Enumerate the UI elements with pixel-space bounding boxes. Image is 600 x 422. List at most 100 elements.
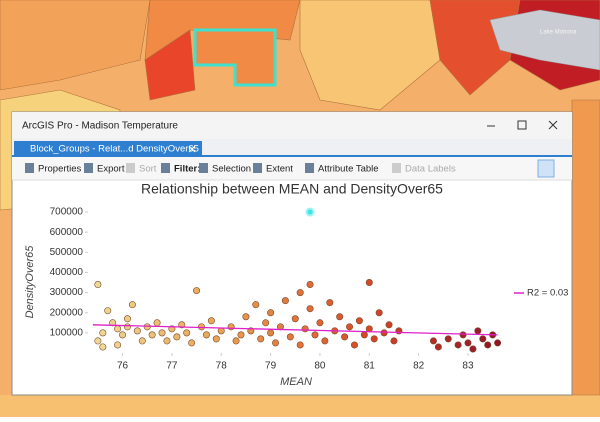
point[interactable]: [207, 317, 215, 325]
point[interactable]: [469, 345, 477, 353]
point[interactable]: [296, 341, 304, 349]
point[interactable]: [390, 337, 398, 345]
point[interactable]: [267, 309, 275, 317]
point[interactable]: [434, 343, 442, 351]
point[interactable]: [281, 297, 289, 305]
x-tick-label: 77: [166, 361, 178, 372]
toolbar-icon[interactable]: [305, 163, 314, 173]
toolbar-icon[interactable]: [161, 163, 170, 173]
toolbar-icon[interactable]: [126, 163, 135, 173]
toolbar-button[interactable]: Data Labels: [405, 164, 456, 175]
point[interactable]: [301, 325, 309, 333]
toolbar-button[interactable]: Extent: [266, 164, 293, 175]
toolbar-button[interactable]: Sort: [139, 164, 157, 175]
point[interactable]: [99, 329, 107, 337]
point[interactable]: [252, 301, 260, 309]
point[interactable]: [123, 315, 131, 323]
point[interactable]: [370, 335, 378, 343]
point[interactable]: [242, 313, 250, 321]
point[interactable]: [212, 335, 220, 343]
point[interactable]: [193, 287, 201, 295]
map-label: Lake Monona: [540, 30, 577, 36]
point[interactable]: [365, 279, 373, 287]
point[interactable]: [306, 305, 314, 313]
point[interactable]: [237, 331, 245, 339]
point[interactable]: [163, 337, 171, 345]
point[interactable]: [148, 331, 156, 339]
point[interactable]: [296, 289, 304, 297]
point[interactable]: [173, 333, 181, 341]
point[interactable]: [341, 333, 349, 341]
y-tick-label: 100000: [50, 328, 84, 339]
toolbar-button[interactable]: Attribute Table: [318, 164, 379, 175]
point[interactable]: [429, 337, 437, 345]
point[interactable]: [99, 343, 107, 351]
legend-toggle[interactable]: [537, 159, 555, 178]
toolbar-button[interactable]: Export: [97, 164, 125, 175]
point[interactable]: [336, 313, 344, 321]
point[interactable]: [138, 337, 146, 345]
close-button[interactable]: [548, 120, 558, 130]
point[interactable]: [183, 329, 191, 337]
point[interactable]: [123, 323, 131, 331]
point[interactable]: [380, 329, 388, 337]
point[interactable]: [350, 341, 358, 349]
y-tick-label: 600000: [50, 227, 84, 238]
point[interactable]: [104, 307, 112, 315]
y-tick-label: 300000: [50, 287, 84, 298]
point[interactable]: [316, 319, 324, 327]
point[interactable]: [227, 323, 235, 331]
point[interactable]: [109, 319, 117, 327]
toolbar-icon[interactable]: [199, 163, 208, 173]
toolbar-icon[interactable]: [25, 163, 34, 173]
x-tick-label: 76: [117, 361, 129, 372]
toolbar-button[interactable]: Selection: [212, 164, 251, 175]
point[interactable]: [94, 337, 102, 345]
point[interactable]: [262, 319, 270, 327]
point[interactable]: [272, 339, 280, 347]
toolbar-button[interactable]: Filter:: [174, 164, 200, 175]
point[interactable]: [479, 335, 487, 343]
point[interactable]: [153, 319, 161, 327]
point[interactable]: [346, 323, 354, 331]
tab-close[interactable]: [188, 145, 196, 153]
point[interactable]: [286, 333, 294, 341]
point[interactable]: [158, 329, 166, 337]
point[interactable]: [464, 339, 472, 347]
tab-label[interactable]: Block_Groups - Relat...d DensityOver65: [30, 144, 199, 155]
point[interactable]: [360, 331, 368, 339]
point[interactable]: [119, 331, 127, 339]
point[interactable]: [232, 337, 240, 345]
highlighted-point-core: [307, 209, 313, 215]
tab[interactable]: [14, 141, 202, 156]
point[interactable]: [94, 281, 102, 289]
point[interactable]: [321, 337, 329, 345]
point[interactable]: [202, 331, 210, 339]
toolbar-icon[interactable]: [392, 163, 401, 173]
x-tick-label: 80: [314, 361, 326, 372]
point[interactable]: [128, 301, 136, 309]
point[interactable]: [355, 317, 363, 325]
point[interactable]: [311, 331, 319, 339]
point[interactable]: [114, 341, 122, 349]
point[interactable]: [188, 339, 196, 347]
point[interactable]: [454, 341, 462, 349]
point[interactable]: [133, 327, 141, 335]
point[interactable]: [291, 315, 299, 323]
point[interactable]: [306, 281, 314, 289]
point[interactable]: [484, 341, 492, 349]
toolbar-button[interactable]: Properties: [38, 164, 82, 175]
maximize-button[interactable]: [517, 120, 527, 130]
point[interactable]: [375, 309, 383, 317]
point[interactable]: [459, 331, 467, 339]
toolbar-icon[interactable]: [84, 163, 93, 173]
point[interactable]: [114, 325, 122, 333]
point[interactable]: [267, 329, 275, 337]
point[interactable]: [385, 321, 393, 329]
point[interactable]: [474, 327, 482, 335]
point[interactable]: [257, 335, 265, 343]
point[interactable]: [444, 335, 452, 343]
point[interactable]: [494, 339, 502, 347]
point[interactable]: [326, 299, 334, 307]
toolbar-icon[interactable]: [253, 163, 262, 173]
